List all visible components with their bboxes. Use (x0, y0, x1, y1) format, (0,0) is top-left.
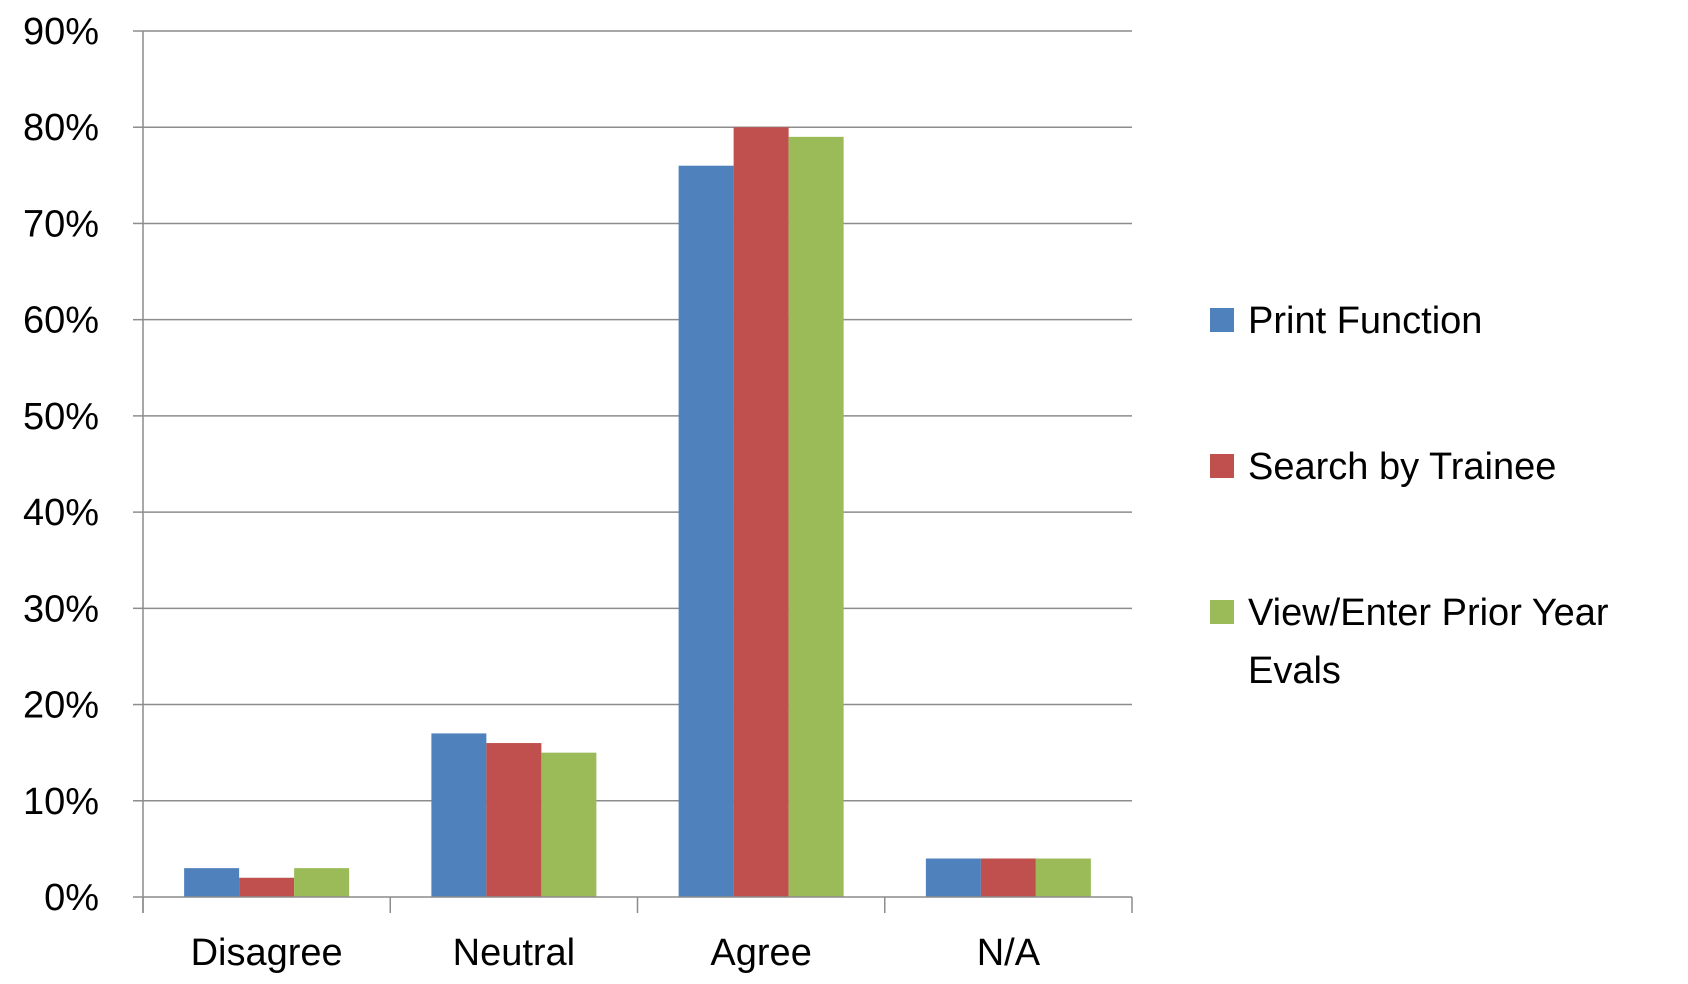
y-tick-label: 80% (23, 107, 99, 149)
bar (980, 858, 1036, 897)
bar (184, 868, 240, 897)
bar (925, 858, 981, 897)
legend-swatch (1210, 308, 1234, 332)
bar (678, 165, 734, 897)
x-tick-label: Disagree (191, 932, 343, 974)
bar (788, 136, 844, 897)
bar (431, 733, 487, 897)
y-axis-ticks: 0% 10% 20% 30% 40% 50% 60% 70% 80% 90% (23, 11, 143, 919)
axes (142, 31, 1132, 913)
y-tick-label: 70% (23, 203, 99, 245)
bar (239, 877, 295, 897)
y-tick-label: 20% (23, 685, 99, 727)
y-tick-label: 10% (23, 781, 99, 823)
x-tick-label: N/A (977, 932, 1041, 974)
y-tick-label: 0% (44, 877, 99, 919)
bar (486, 743, 542, 897)
legend-swatch (1210, 600, 1234, 624)
y-tick-label: 50% (23, 396, 99, 438)
bar (733, 127, 789, 897)
bar (1035, 858, 1091, 897)
y-tick-label: 40% (23, 492, 99, 534)
x-tick-label: Agree (710, 932, 811, 974)
x-tick-label: Neutral (453, 932, 576, 974)
bar (541, 752, 597, 897)
y-tick-label: 60% (23, 300, 99, 342)
legend: Print Function Search by Trainee View/Ente… (1210, 300, 1609, 692)
y-tick-label: 90% (23, 11, 99, 53)
legend-label: Print Function (1248, 300, 1482, 342)
bar (294, 868, 350, 897)
legend-label: Search by Trainee (1248, 446, 1556, 488)
bars (184, 127, 1091, 897)
gridlines (143, 30, 1132, 802)
legend-label: View/Enter Prior Year Evals (1248, 592, 1609, 692)
x-axis-ticks: Disagree Neutral Agree N/A (142, 897, 1133, 974)
y-tick-label: 30% (23, 588, 99, 630)
legend-swatch (1210, 454, 1234, 478)
